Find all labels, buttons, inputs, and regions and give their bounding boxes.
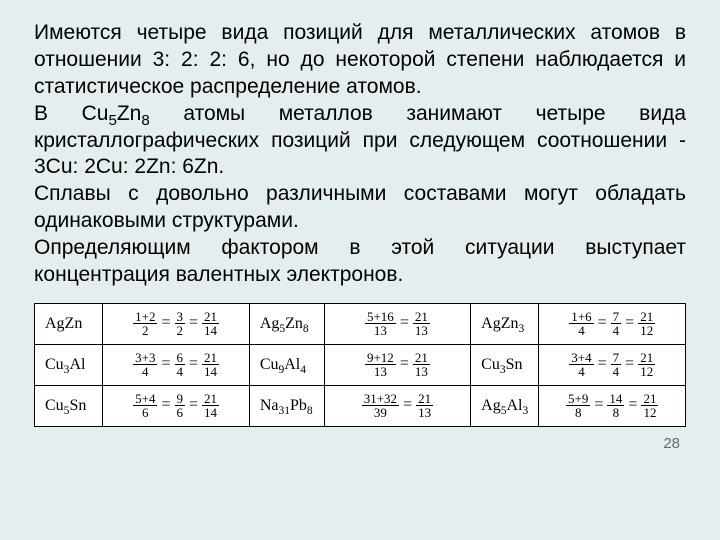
compound-cell: Cu5Sn	[35, 385, 103, 426]
equation-cell: 1+64=74=2112	[539, 303, 686, 344]
compound-cell: Ag5Zn8	[249, 303, 324, 344]
table-row: Cu5Sn5+46=96=2114Na31Pb831+3239=2113Ag5A…	[35, 385, 686, 426]
equation-cell: 3+44=74=2112	[539, 344, 686, 385]
compound-cell: AgZn3	[471, 303, 539, 344]
equation-cell: 9+1213=2113	[324, 344, 470, 385]
sub-5: 5	[108, 112, 116, 129]
table-row: AgZn1+22=32=2114Ag5Zn85+1613=2113AgZn31+…	[35, 303, 686, 344]
compound-cell: Cu3Al	[35, 344, 103, 385]
page-number: 28	[34, 435, 686, 452]
equation-cell: 5+46=96=2114	[103, 385, 249, 426]
paragraph-4: Определяющим фактором в этой ситуации вы…	[34, 235, 686, 289]
compound-cell: AgZn	[35, 303, 103, 344]
paragraph-1: Имеются четыре вида позиций для металлич…	[34, 20, 686, 101]
p2-part-b: Zn	[117, 102, 142, 125]
paragraph-3: Сплавы с довольно различными составами м…	[34, 181, 686, 235]
compound-cell: Na31Pb8	[249, 385, 324, 426]
compound-cell: Ag5Al3	[471, 385, 539, 426]
compound-cell: Cu9Al4	[249, 344, 324, 385]
calc-table-wrap: AgZn1+22=32=2114Ag5Zn85+1613=2113AgZn31+…	[34, 303, 686, 427]
table-row: Cu3Al3+34=64=2114Cu9Al49+1213=2113Cu3Sn3…	[35, 344, 686, 385]
p2-part-a: В Cu	[34, 102, 108, 125]
equation-cell: 31+3239=2113	[324, 385, 470, 426]
paragraph-2: В Cu5Zn8 атомы металлов занимают четыре …	[34, 101, 686, 182]
sub-8: 8	[141, 112, 149, 129]
equation-cell: 5+1613=2113	[324, 303, 470, 344]
equation-cell: 5+98=148=2112	[539, 385, 686, 426]
equation-cell: 3+34=64=2114	[103, 344, 249, 385]
compound-cell: Cu3Sn	[471, 344, 539, 385]
calc-table: AgZn1+22=32=2114Ag5Zn85+1613=2113AgZn31+…	[34, 303, 686, 427]
equation-cell: 1+22=32=2114	[103, 303, 249, 344]
